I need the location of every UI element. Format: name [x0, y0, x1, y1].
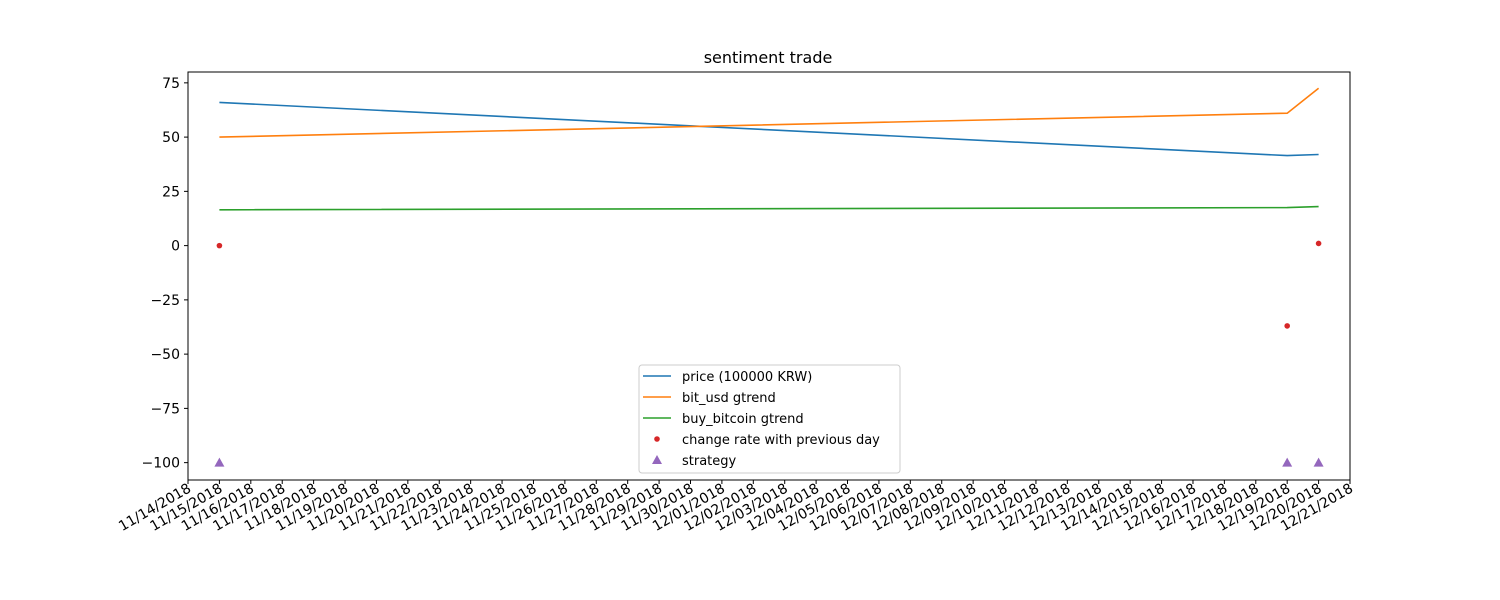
- series-1: [219, 101, 1319, 157]
- legend-item: price (100000 KRW): [643, 370, 812, 385]
- legend-box: [638, 364, 901, 474]
- legend-label: strategy: [682, 454, 737, 469]
- plot-frame: [187, 71, 1351, 481]
- series-5: [214, 457, 1324, 467]
- y-tick-label: −75: [150, 401, 180, 417]
- legend-label: bit_usd gtrend: [682, 391, 776, 406]
- y-tick-label: 25: [162, 184, 180, 200]
- legend-swatch: [654, 436, 660, 442]
- series-line: [219, 205, 1319, 211]
- series-line: [219, 101, 1319, 157]
- legend-label: buy_bitcoin gtrend: [682, 412, 804, 427]
- data-point: [1315, 240, 1322, 247]
- legend-item: strategy: [652, 454, 737, 469]
- data-point: [216, 242, 223, 249]
- y-tick-label: −50: [150, 347, 180, 363]
- legend-swatch: [652, 455, 662, 464]
- legend-item: bit_usd gtrend: [643, 391, 776, 406]
- series-3: [219, 205, 1319, 211]
- legend-label: price (100000 KRW): [682, 370, 812, 385]
- series-line: [219, 87, 1320, 138]
- data-point: [1284, 323, 1290, 329]
- data-marker: [214, 457, 225, 467]
- data-marker: [1282, 457, 1293, 467]
- y-tick-label: −100: [142, 456, 180, 472]
- y-tick-label: −25: [150, 293, 180, 309]
- legend-item: buy_bitcoin gtrend: [643, 412, 804, 427]
- legend: price (100000 KRW) bit_usd gtrend buy_bitc…: [638, 364, 901, 474]
- series-2: [219, 87, 1320, 138]
- chart-title: sentiment trade: [704, 48, 833, 67]
- legend-item: change rate with previous day: [654, 433, 880, 448]
- y-tick-label: 0: [171, 239, 180, 255]
- data-marker: [1313, 457, 1324, 467]
- legend-label: change rate with previous day: [682, 433, 880, 448]
- y-tick-label: 75: [162, 76, 180, 92]
- series-4: [216, 240, 1322, 329]
- y-tick-label: 50: [162, 130, 180, 146]
- series-layer: [214, 87, 1324, 467]
